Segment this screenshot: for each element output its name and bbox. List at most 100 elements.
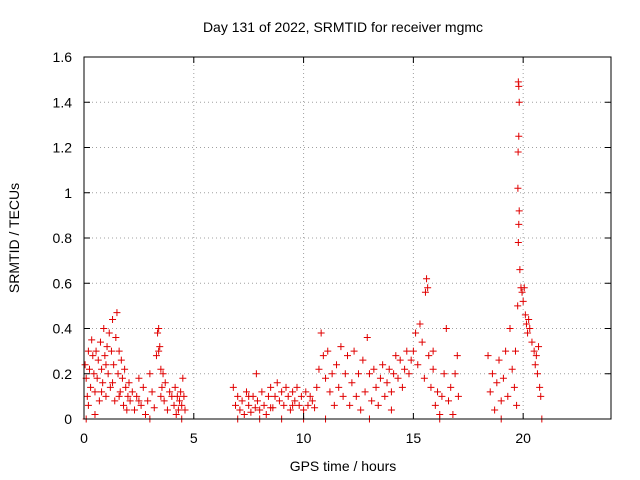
data-point xyxy=(429,365,437,373)
data-point xyxy=(234,392,242,400)
data-point xyxy=(115,347,123,355)
data-point xyxy=(93,374,101,382)
data-point xyxy=(289,388,297,396)
data-point xyxy=(420,374,428,382)
data-point xyxy=(122,383,130,391)
data-point xyxy=(304,401,312,409)
data-point xyxy=(328,370,336,378)
data-point xyxy=(506,325,514,332)
data-point xyxy=(135,397,143,405)
data-point xyxy=(418,338,426,346)
data-point xyxy=(152,352,160,360)
data-point xyxy=(173,392,181,400)
data-point xyxy=(407,356,415,364)
data-point xyxy=(493,379,501,387)
data-point xyxy=(262,410,270,418)
y-tick-label: 0.8 xyxy=(53,230,73,246)
data-point xyxy=(166,388,174,396)
data-point xyxy=(252,370,260,378)
data-point xyxy=(491,406,499,414)
data-point xyxy=(278,388,286,396)
data-point xyxy=(513,401,521,409)
data-point xyxy=(88,336,96,344)
data-point xyxy=(414,361,422,369)
data-point xyxy=(90,370,98,378)
data-point xyxy=(81,361,89,369)
data-point xyxy=(172,410,180,418)
data-point xyxy=(275,397,283,405)
data-point xyxy=(158,383,166,391)
data-point xyxy=(531,361,539,369)
data-point xyxy=(525,315,533,323)
data-point xyxy=(374,401,382,409)
data-point xyxy=(83,392,91,400)
data-point xyxy=(425,352,433,360)
data-point xyxy=(85,365,93,373)
data-point xyxy=(251,404,259,412)
data-point xyxy=(363,334,371,342)
data-point xyxy=(117,356,125,364)
data-point xyxy=(376,374,384,382)
data-point xyxy=(518,288,526,296)
data-point xyxy=(514,148,522,156)
data-point xyxy=(335,383,343,391)
data-point xyxy=(176,397,184,405)
data-point xyxy=(383,379,391,387)
data-point xyxy=(98,388,106,396)
y-tick-label: 1.2 xyxy=(53,140,73,156)
x-axis-label: GPS time / hours xyxy=(290,458,397,474)
data-point xyxy=(295,401,303,409)
y-tick-label: 0.4 xyxy=(53,321,73,337)
data-point xyxy=(163,406,171,414)
axis-ticks xyxy=(83,56,611,420)
y-tick-label: 1 xyxy=(64,185,72,201)
data-point xyxy=(514,239,522,247)
data-point xyxy=(102,361,110,369)
data-point xyxy=(451,370,459,378)
data-point xyxy=(516,266,524,274)
data-point xyxy=(497,397,505,405)
data-point xyxy=(333,361,341,369)
data-point xyxy=(174,406,182,414)
data-point xyxy=(96,338,104,346)
data-point xyxy=(102,392,110,400)
data-point xyxy=(171,383,179,391)
data-point xyxy=(114,370,122,378)
data-point xyxy=(528,338,536,346)
data-point xyxy=(313,383,321,391)
data-point xyxy=(520,284,528,292)
data-point xyxy=(533,370,541,378)
data-point xyxy=(502,347,510,355)
x-tick-label: 20 xyxy=(515,430,531,446)
data-points xyxy=(81,78,546,423)
data-point xyxy=(514,184,522,192)
data-point xyxy=(352,392,360,400)
data-point xyxy=(344,352,351,360)
data-point xyxy=(148,388,156,396)
data-point xyxy=(84,401,92,409)
data-point xyxy=(156,343,164,351)
data-point xyxy=(536,383,544,391)
x-tick-label: 15 xyxy=(406,430,422,446)
data-point xyxy=(412,329,420,337)
data-point xyxy=(361,388,369,396)
data-point xyxy=(120,401,128,409)
data-point xyxy=(271,392,279,400)
data-point xyxy=(282,383,290,391)
data-point xyxy=(258,388,266,396)
data-point xyxy=(515,207,523,215)
data-point xyxy=(84,347,92,355)
data-point xyxy=(240,410,248,418)
data-point xyxy=(368,397,376,405)
data-point xyxy=(535,343,543,351)
data-point xyxy=(324,347,332,355)
data-point xyxy=(121,365,129,373)
data-point xyxy=(495,356,503,364)
data-point xyxy=(280,401,288,409)
data-point xyxy=(118,374,126,382)
data-point xyxy=(157,365,165,373)
data-point xyxy=(103,343,111,351)
data-point xyxy=(431,401,439,409)
data-point xyxy=(390,370,398,378)
data-point xyxy=(434,388,442,396)
